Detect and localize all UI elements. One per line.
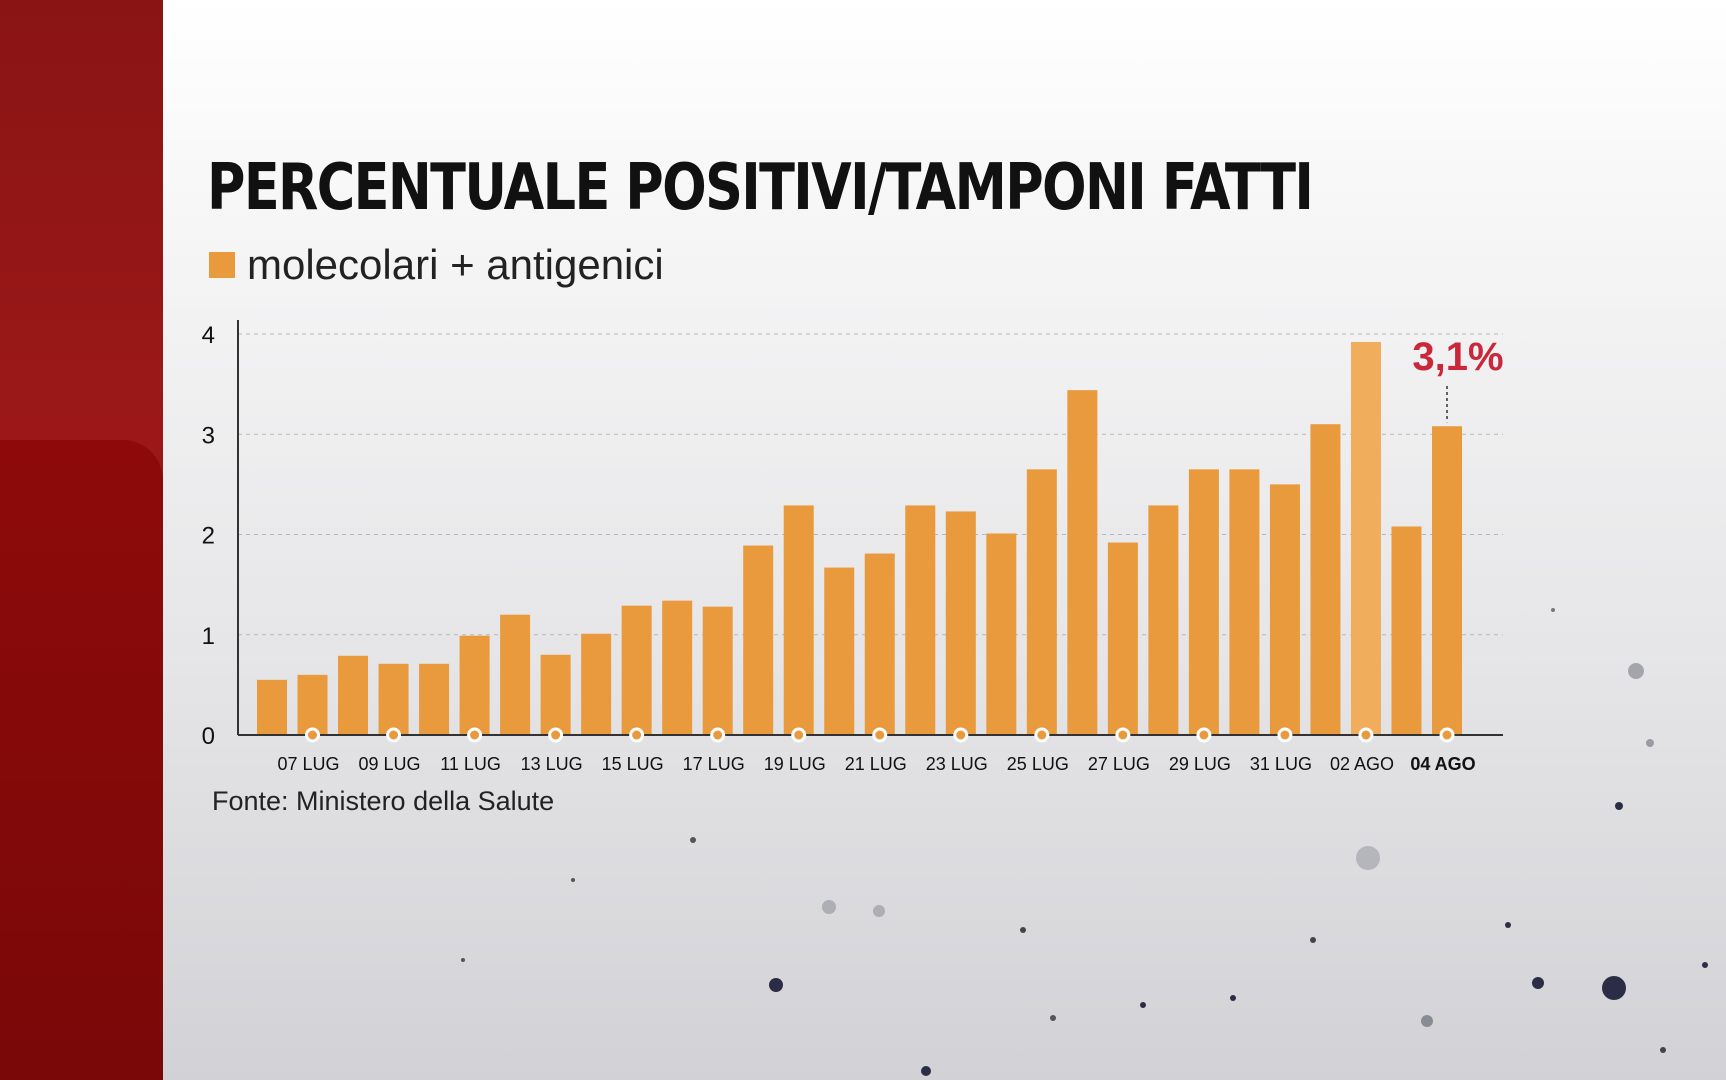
bar bbox=[1350, 342, 1381, 735]
legend-swatch bbox=[209, 252, 235, 278]
x-tick-marker bbox=[1034, 727, 1050, 743]
x-tick-label: 23 LUG bbox=[926, 754, 988, 774]
x-tick-label: 21 LUG bbox=[845, 754, 907, 774]
x-tick-label: 13 LUG bbox=[521, 754, 583, 774]
bar bbox=[257, 679, 287, 735]
bar bbox=[1107, 542, 1138, 735]
y-tick-label: 3 bbox=[202, 422, 215, 449]
x-tick-marker bbox=[710, 727, 726, 743]
legend: molecolari + antigenici bbox=[209, 240, 664, 290]
bar bbox=[702, 606, 733, 735]
annotation: 3,1% bbox=[1412, 335, 1504, 423]
bar bbox=[1229, 469, 1260, 735]
bar bbox=[945, 511, 976, 735]
bar bbox=[1310, 424, 1341, 735]
y-tick-label: 2 bbox=[202, 523, 215, 550]
bar bbox=[662, 600, 693, 735]
bar bbox=[500, 614, 531, 735]
x-tick-marker bbox=[1439, 727, 1455, 743]
bar bbox=[338, 655, 369, 735]
x-tick-label: 11 LUG bbox=[440, 754, 501, 774]
x-tick-label: 27 LUG bbox=[1088, 754, 1150, 774]
bar bbox=[986, 533, 1017, 735]
x-tick-marker bbox=[791, 727, 807, 743]
bars bbox=[257, 342, 1462, 735]
x-tick-marker bbox=[1196, 727, 1212, 743]
x-tick-label: 19 LUG bbox=[764, 754, 826, 774]
bar bbox=[1269, 484, 1300, 735]
bar bbox=[743, 545, 774, 735]
x-tick-marker bbox=[467, 727, 483, 743]
bar bbox=[621, 605, 652, 735]
sidebar-panel bbox=[0, 0, 163, 1080]
bar bbox=[1188, 469, 1219, 735]
x-tick-marker bbox=[629, 727, 645, 743]
bar bbox=[905, 505, 936, 735]
bar-chart: 0 1 2 3 4 07 LUG 09 LUG 11 LUG 13 LUG 15 LUG 17 L… bbox=[202, 320, 1504, 774]
legend-label: molecolari + antigenici bbox=[247, 241, 664, 288]
background-particles bbox=[461, 608, 1708, 1076]
x-tick-marker bbox=[305, 727, 321, 743]
chart-title: PERCENTUALE POSITIVI/TAMPONI FATTI bbox=[207, 151, 1314, 225]
x-tick-marker bbox=[1115, 727, 1131, 743]
bar bbox=[783, 505, 814, 735]
x-tick-label: 02 AGO bbox=[1330, 754, 1394, 774]
chart-panel: PERCENTUALE POSITIVI/TAMPONI FATTI molec… bbox=[163, 0, 1726, 1080]
y-tick-labels: 0 1 2 3 4 bbox=[202, 322, 215, 750]
x-tick-marker bbox=[1277, 727, 1293, 743]
bar bbox=[419, 663, 450, 735]
bar bbox=[581, 633, 612, 735]
x-tick-marker bbox=[548, 727, 564, 743]
x-tick-label: 07 LUG bbox=[277, 754, 339, 774]
bar bbox=[1432, 426, 1462, 735]
x-tick-marker bbox=[953, 727, 969, 743]
bar bbox=[1148, 505, 1179, 735]
annotation-label: 3,1% bbox=[1412, 335, 1503, 379]
bar bbox=[824, 567, 855, 735]
bar bbox=[378, 663, 409, 735]
bar bbox=[1067, 390, 1098, 735]
x-tick-marker bbox=[1358, 727, 1374, 743]
bar bbox=[459, 635, 490, 735]
y-tick-label: 0 bbox=[202, 723, 215, 750]
x-tick-label: 31 LUG bbox=[1250, 754, 1312, 774]
x-tick-label: 29 LUG bbox=[1169, 754, 1231, 774]
x-tick-marker bbox=[872, 727, 888, 743]
bar bbox=[297, 674, 328, 735]
x-tick-label: 25 LUG bbox=[1007, 754, 1069, 774]
bar bbox=[1391, 526, 1422, 735]
x-tick-label: 09 LUG bbox=[359, 754, 421, 774]
x-tick-marker bbox=[386, 727, 402, 743]
y-tick-label: 4 bbox=[202, 322, 215, 349]
bar bbox=[1026, 469, 1057, 735]
y-tick-label: 1 bbox=[202, 623, 215, 650]
x-tick-label: 04 AGO bbox=[1410, 754, 1475, 774]
x-tick-labels: 07 LUG 09 LUG 11 LUG 13 LUG 15 LUG 17 LUG 19 L… bbox=[277, 727, 1476, 774]
x-tick-label: 17 LUG bbox=[683, 754, 745, 774]
sidebar-shade bbox=[0, 440, 163, 1080]
bar bbox=[540, 654, 571, 735]
bar bbox=[864, 553, 895, 735]
source-note: Fonte: Ministero della Salute bbox=[212, 786, 555, 816]
x-tick-label: 15 LUG bbox=[602, 754, 664, 774]
